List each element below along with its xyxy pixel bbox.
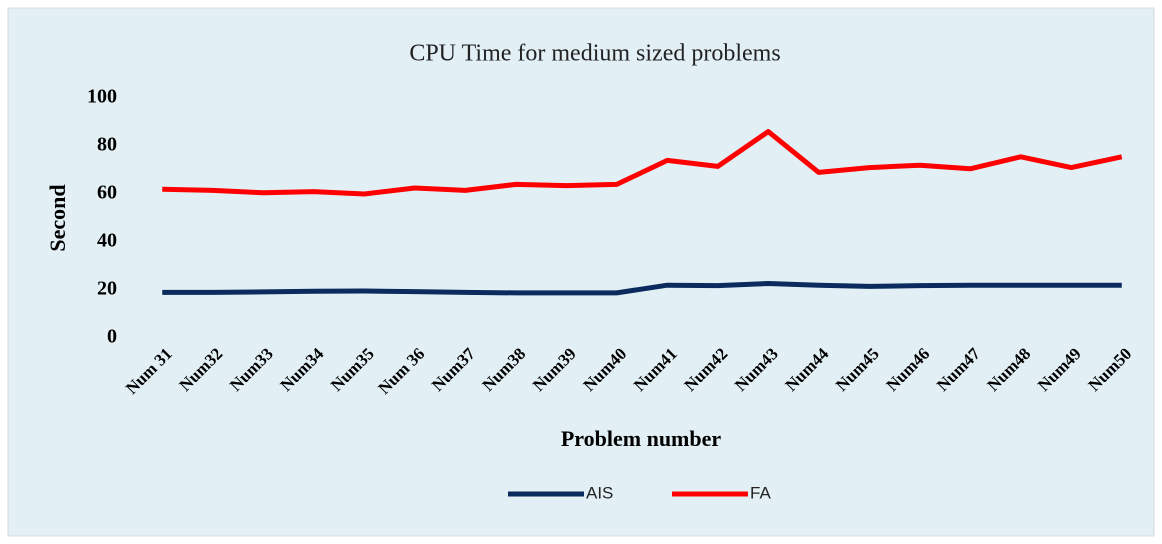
y-tick-label: 100 [87,86,117,108]
legend-label: AIS [586,483,613,502]
y-axis-label: Second [45,184,70,251]
y-tick-label: 20 [97,278,117,300]
line-series [162,129,1123,197]
line-series [162,281,1122,296]
chart-title: CPU Time for medium sized problems [409,41,780,67]
y-tick-label: 40 [97,230,117,252]
y-tick-label: 80 [97,134,117,156]
y-tick-label: 0 [107,326,117,348]
x-axis-label: Problem number [561,426,722,451]
chart-background [7,7,1155,537]
y-tick-label: 60 [97,182,117,204]
legend-label: FA [750,483,771,502]
